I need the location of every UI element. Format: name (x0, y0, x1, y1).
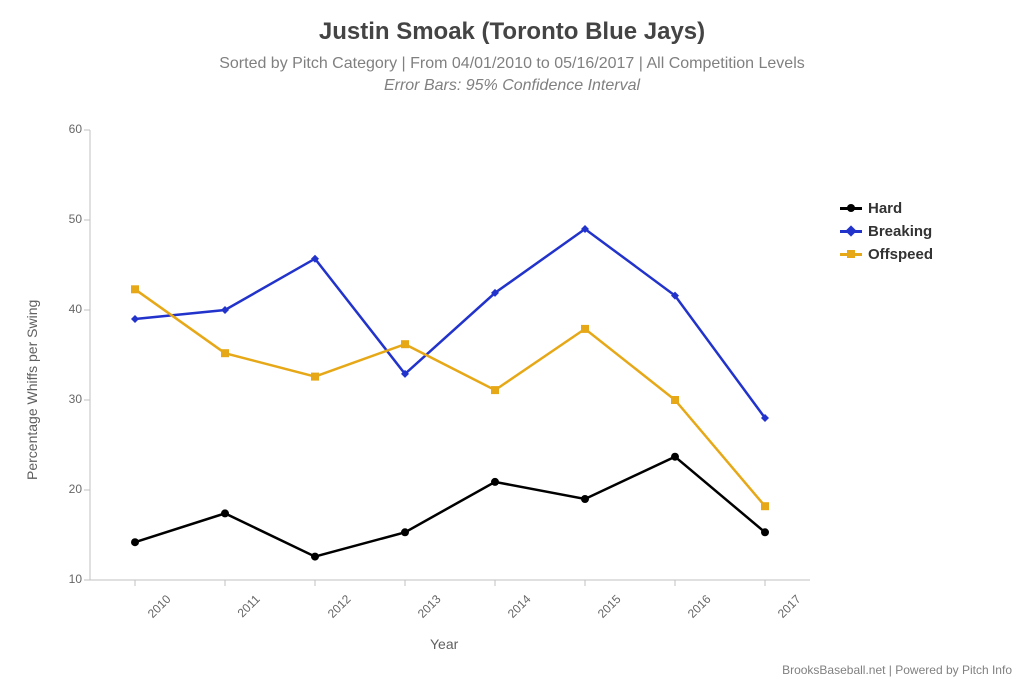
legend-marker-icon (845, 225, 856, 236)
chart-container: Justin Smoak (Toronto Blue Jays) Sorted … (0, 0, 1024, 683)
y-axis-label: Percentage Whiffs per Swing (24, 300, 40, 480)
legend-item: Breaking (840, 223, 933, 240)
legend-label: Hard (868, 200, 902, 217)
legend-marker-icon (847, 250, 855, 258)
y-tick-label: 20 (54, 482, 82, 496)
legend-label: Breaking (868, 223, 932, 240)
legend-swatch (840, 253, 862, 256)
legend-item: Hard (840, 200, 933, 217)
legend-item: Offspeed (840, 246, 933, 263)
legend-swatch (840, 230, 862, 233)
legend-marker-icon (847, 204, 855, 212)
chart-plot (0, 0, 1024, 683)
y-tick-label: 60 (54, 122, 82, 136)
legend: Hard Breaking Offspeed (840, 200, 933, 269)
y-tick-label: 10 (54, 572, 82, 586)
y-tick-label: 50 (54, 212, 82, 226)
y-tick-label: 30 (54, 392, 82, 406)
legend-label: Offspeed (868, 246, 933, 263)
footer-attribution: BrooksBaseball.net | Powered by Pitch In… (782, 663, 1012, 677)
legend-swatch (840, 207, 862, 210)
y-tick-label: 40 (54, 302, 82, 316)
x-axis-label: Year (430, 636, 458, 652)
